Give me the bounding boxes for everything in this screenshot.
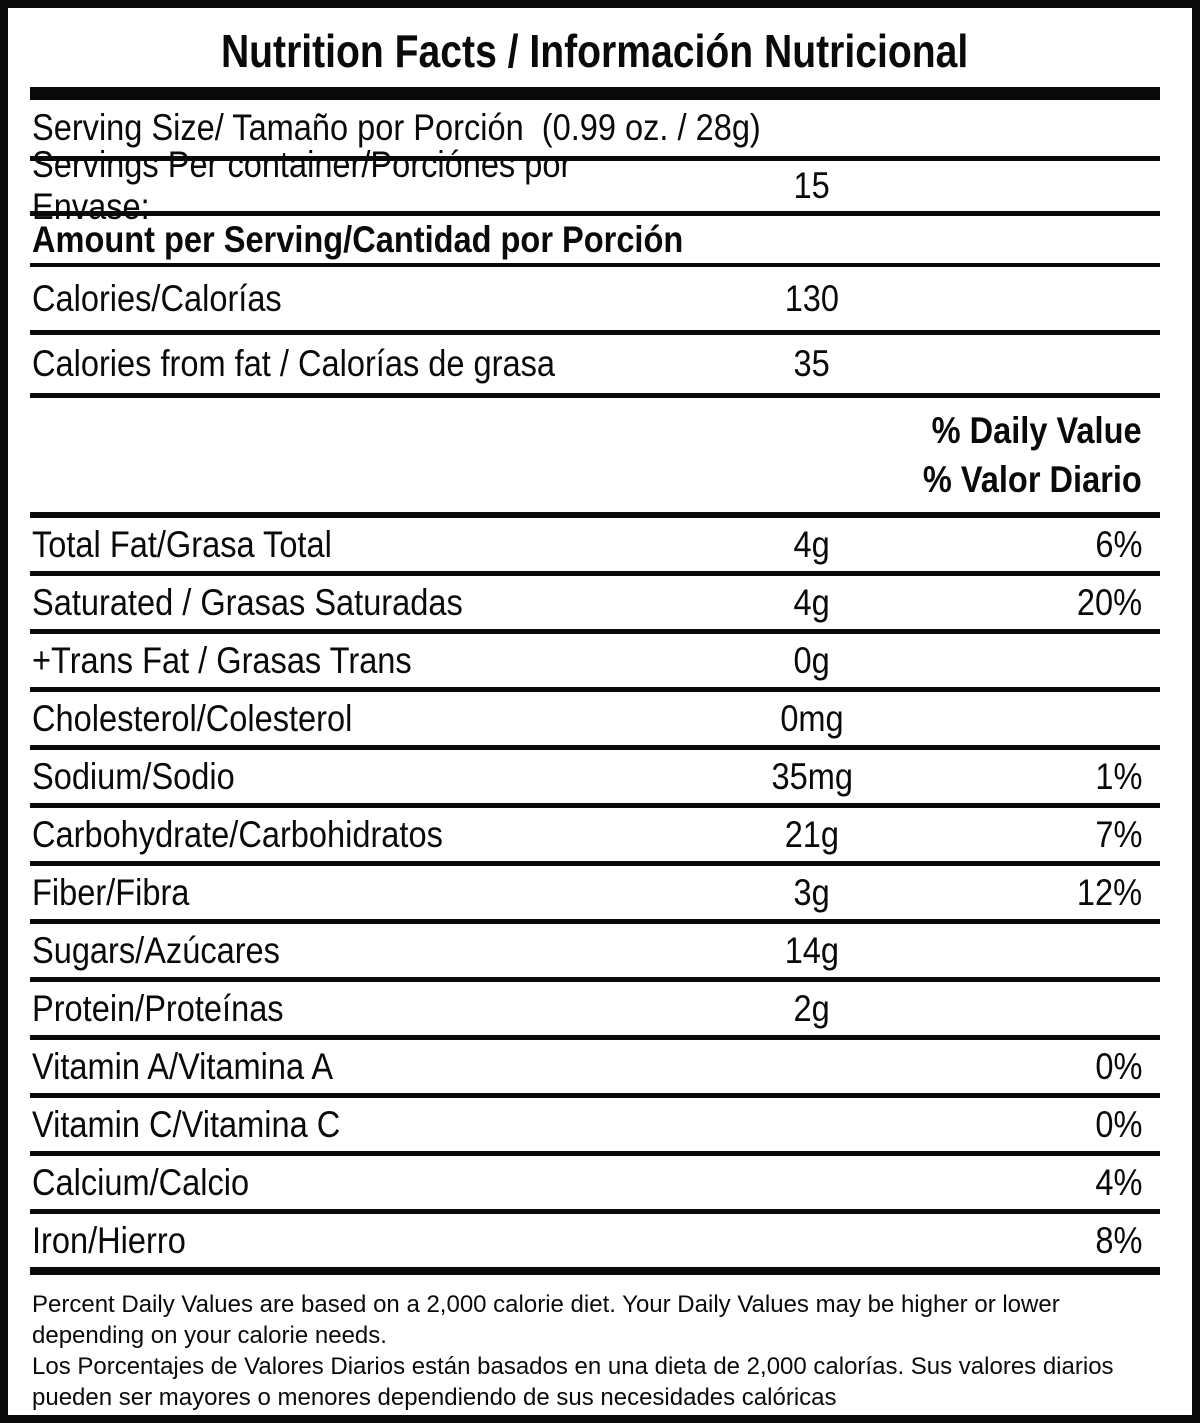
nutrient-amount bbox=[672, 1162, 952, 1204]
nutrient-dv bbox=[952, 930, 1160, 972]
nutrient-label: Sugars/Azúcares bbox=[32, 929, 280, 971]
nutrient-amount: 21g bbox=[784, 813, 840, 855]
nutrient-amount: 4g bbox=[793, 581, 831, 623]
nutrient-dv: 12% bbox=[1076, 871, 1142, 913]
nutrient-amount: 4g bbox=[793, 523, 831, 565]
nutrient-dv: 7% bbox=[1094, 813, 1142, 855]
amount-per-serving-label: Amount per Serving/Cantidad por Porción bbox=[32, 218, 684, 260]
nutrient-label: Sodium/Sodio bbox=[32, 755, 235, 797]
nutrient-row-cholesterol: Cholesterol/Colesterol 0mg bbox=[30, 692, 1160, 750]
serving-size-label: Serving Size/ Tamaño por Porción (0.99 o… bbox=[32, 107, 761, 148]
footnote-spanish: Los Porcentajes de Valores Diarios están… bbox=[32, 1353, 1114, 1411]
nutrient-dv bbox=[952, 698, 1160, 740]
nutrient-row-protein: Protein/Proteínas 2g bbox=[30, 982, 1160, 1040]
nutrient-row-fiber: Fiber/Fibra 3g 12% bbox=[30, 866, 1160, 924]
nutrient-row-total-fat: Total Fat/Grasa Total 4g 6% bbox=[30, 518, 1160, 576]
nutrient-row-vitamin-a: Vitamin A/Vitamina A 0% bbox=[30, 1040, 1160, 1098]
nutrient-label: Vitamin C/Vitamina C bbox=[32, 1103, 341, 1145]
nutrient-dv: 20% bbox=[1076, 581, 1142, 623]
nutrient-dv: 0% bbox=[1094, 1045, 1142, 1087]
nutrient-row-vitamin-c: Vitamin C/Vitamina C 0% bbox=[30, 1098, 1160, 1156]
serving-size-row: Serving Size/ Tamaño por Porción (0.99 o… bbox=[30, 100, 1160, 161]
nutrient-amount: 0g bbox=[793, 639, 831, 681]
nutrient-amount: 2g bbox=[793, 987, 831, 1029]
footnote-english: Percent Daily Values are based on a 2,00… bbox=[32, 1291, 1060, 1349]
nutrient-dv: 6% bbox=[1094, 523, 1142, 565]
nutrient-dv: 1% bbox=[1094, 755, 1142, 797]
nutrient-dv: 8% bbox=[1094, 1219, 1142, 1261]
nutrient-amount: 0mg bbox=[780, 697, 844, 739]
nutrient-label: Cholesterol/Colesterol bbox=[32, 697, 353, 739]
servings-per-container-label: Servings Per container/Porciónes por Env… bbox=[32, 144, 581, 227]
nutrient-label: +Trans Fat / Grasas Trans bbox=[32, 639, 412, 681]
servings-per-container-value: 15 bbox=[793, 165, 831, 206]
nutrient-row-calcium: Calcium/Calcio 4% bbox=[30, 1156, 1160, 1214]
daily-value-header: % Daily Value % Valor Diario bbox=[30, 398, 1160, 518]
nutrient-label: Iron/Hierro bbox=[32, 1219, 186, 1261]
nutrient-amount: 14g bbox=[784, 929, 840, 971]
label-title: Nutrition Facts / Información Nutriciona… bbox=[30, 8, 1160, 77]
nutrient-row-iron: Iron/Hierro 8% bbox=[30, 1214, 1160, 1275]
nutrient-label: Fiber/Fibra bbox=[32, 871, 190, 913]
nutrient-row-trans-fat: +Trans Fat / Grasas Trans 0g bbox=[30, 634, 1160, 692]
nutrient-label: Vitamin A/Vitamina A bbox=[32, 1045, 334, 1087]
nutrient-label: Carbohydrate/Carbohidratos bbox=[32, 813, 443, 855]
nutrient-row-carbohydrate: Carbohydrate/Carbohidratos 21g 7% bbox=[30, 808, 1160, 866]
amount-per-serving-row: Amount per Serving/Cantidad por Porción bbox=[30, 216, 1160, 267]
nutrient-dv bbox=[952, 988, 1160, 1030]
daily-value-header-es: % Valor Diario bbox=[923, 459, 1142, 500]
nutrient-amount: 35mg bbox=[771, 755, 853, 797]
title-divider-bar bbox=[30, 87, 1160, 100]
nutrient-label: Total Fat/Grasa Total bbox=[32, 523, 332, 565]
label-content: Nutrition Facts / Información Nutriciona… bbox=[30, 8, 1160, 1413]
servings-per-container-row: Servings Per container/Porciónes por Env… bbox=[30, 144, 1160, 227]
nutrient-row-sodium: Sodium/Sodio 35mg 1% bbox=[30, 750, 1160, 808]
daily-value-header-en: % Daily Value bbox=[932, 410, 1142, 451]
nutrient-dv: 4% bbox=[1094, 1161, 1142, 1203]
nutrient-dv: 0% bbox=[1094, 1103, 1142, 1145]
nutrient-label: Saturated / Grasas Saturadas bbox=[32, 581, 463, 623]
nutrient-label: Protein/Proteínas bbox=[32, 987, 284, 1029]
calories-value: 130 bbox=[784, 277, 840, 319]
calories-row: Calories/Calorías 130 bbox=[30, 267, 1160, 335]
nutrient-amount bbox=[672, 1046, 952, 1088]
nutrient-amount bbox=[672, 1220, 952, 1262]
calories-from-fat-row: Calories from fat / Calorías de grasa 35 bbox=[30, 335, 1160, 398]
calories-label: Calories/Calorías bbox=[32, 277, 282, 319]
footnote-section: Percent Daily Values are based on a 2,00… bbox=[30, 1275, 1160, 1413]
nutrient-label: Calcium/Calcio bbox=[32, 1161, 250, 1203]
nutrient-amount bbox=[672, 1104, 952, 1146]
label-title-text: Nutrition Facts / Información Nutriciona… bbox=[221, 25, 969, 77]
nutrient-row-sugars: Sugars/Azúcares 14g bbox=[30, 924, 1160, 982]
calories-from-fat-value: 35 bbox=[793, 343, 831, 384]
calories-from-fat-label: Calories from fat / Calorías de grasa bbox=[32, 343, 555, 384]
nutrient-dv bbox=[952, 640, 1160, 682]
nutrient-amount: 3g bbox=[793, 871, 831, 913]
nutrient-row-saturated-fat: Saturated / Grasas Saturadas 4g 20% bbox=[30, 576, 1160, 634]
